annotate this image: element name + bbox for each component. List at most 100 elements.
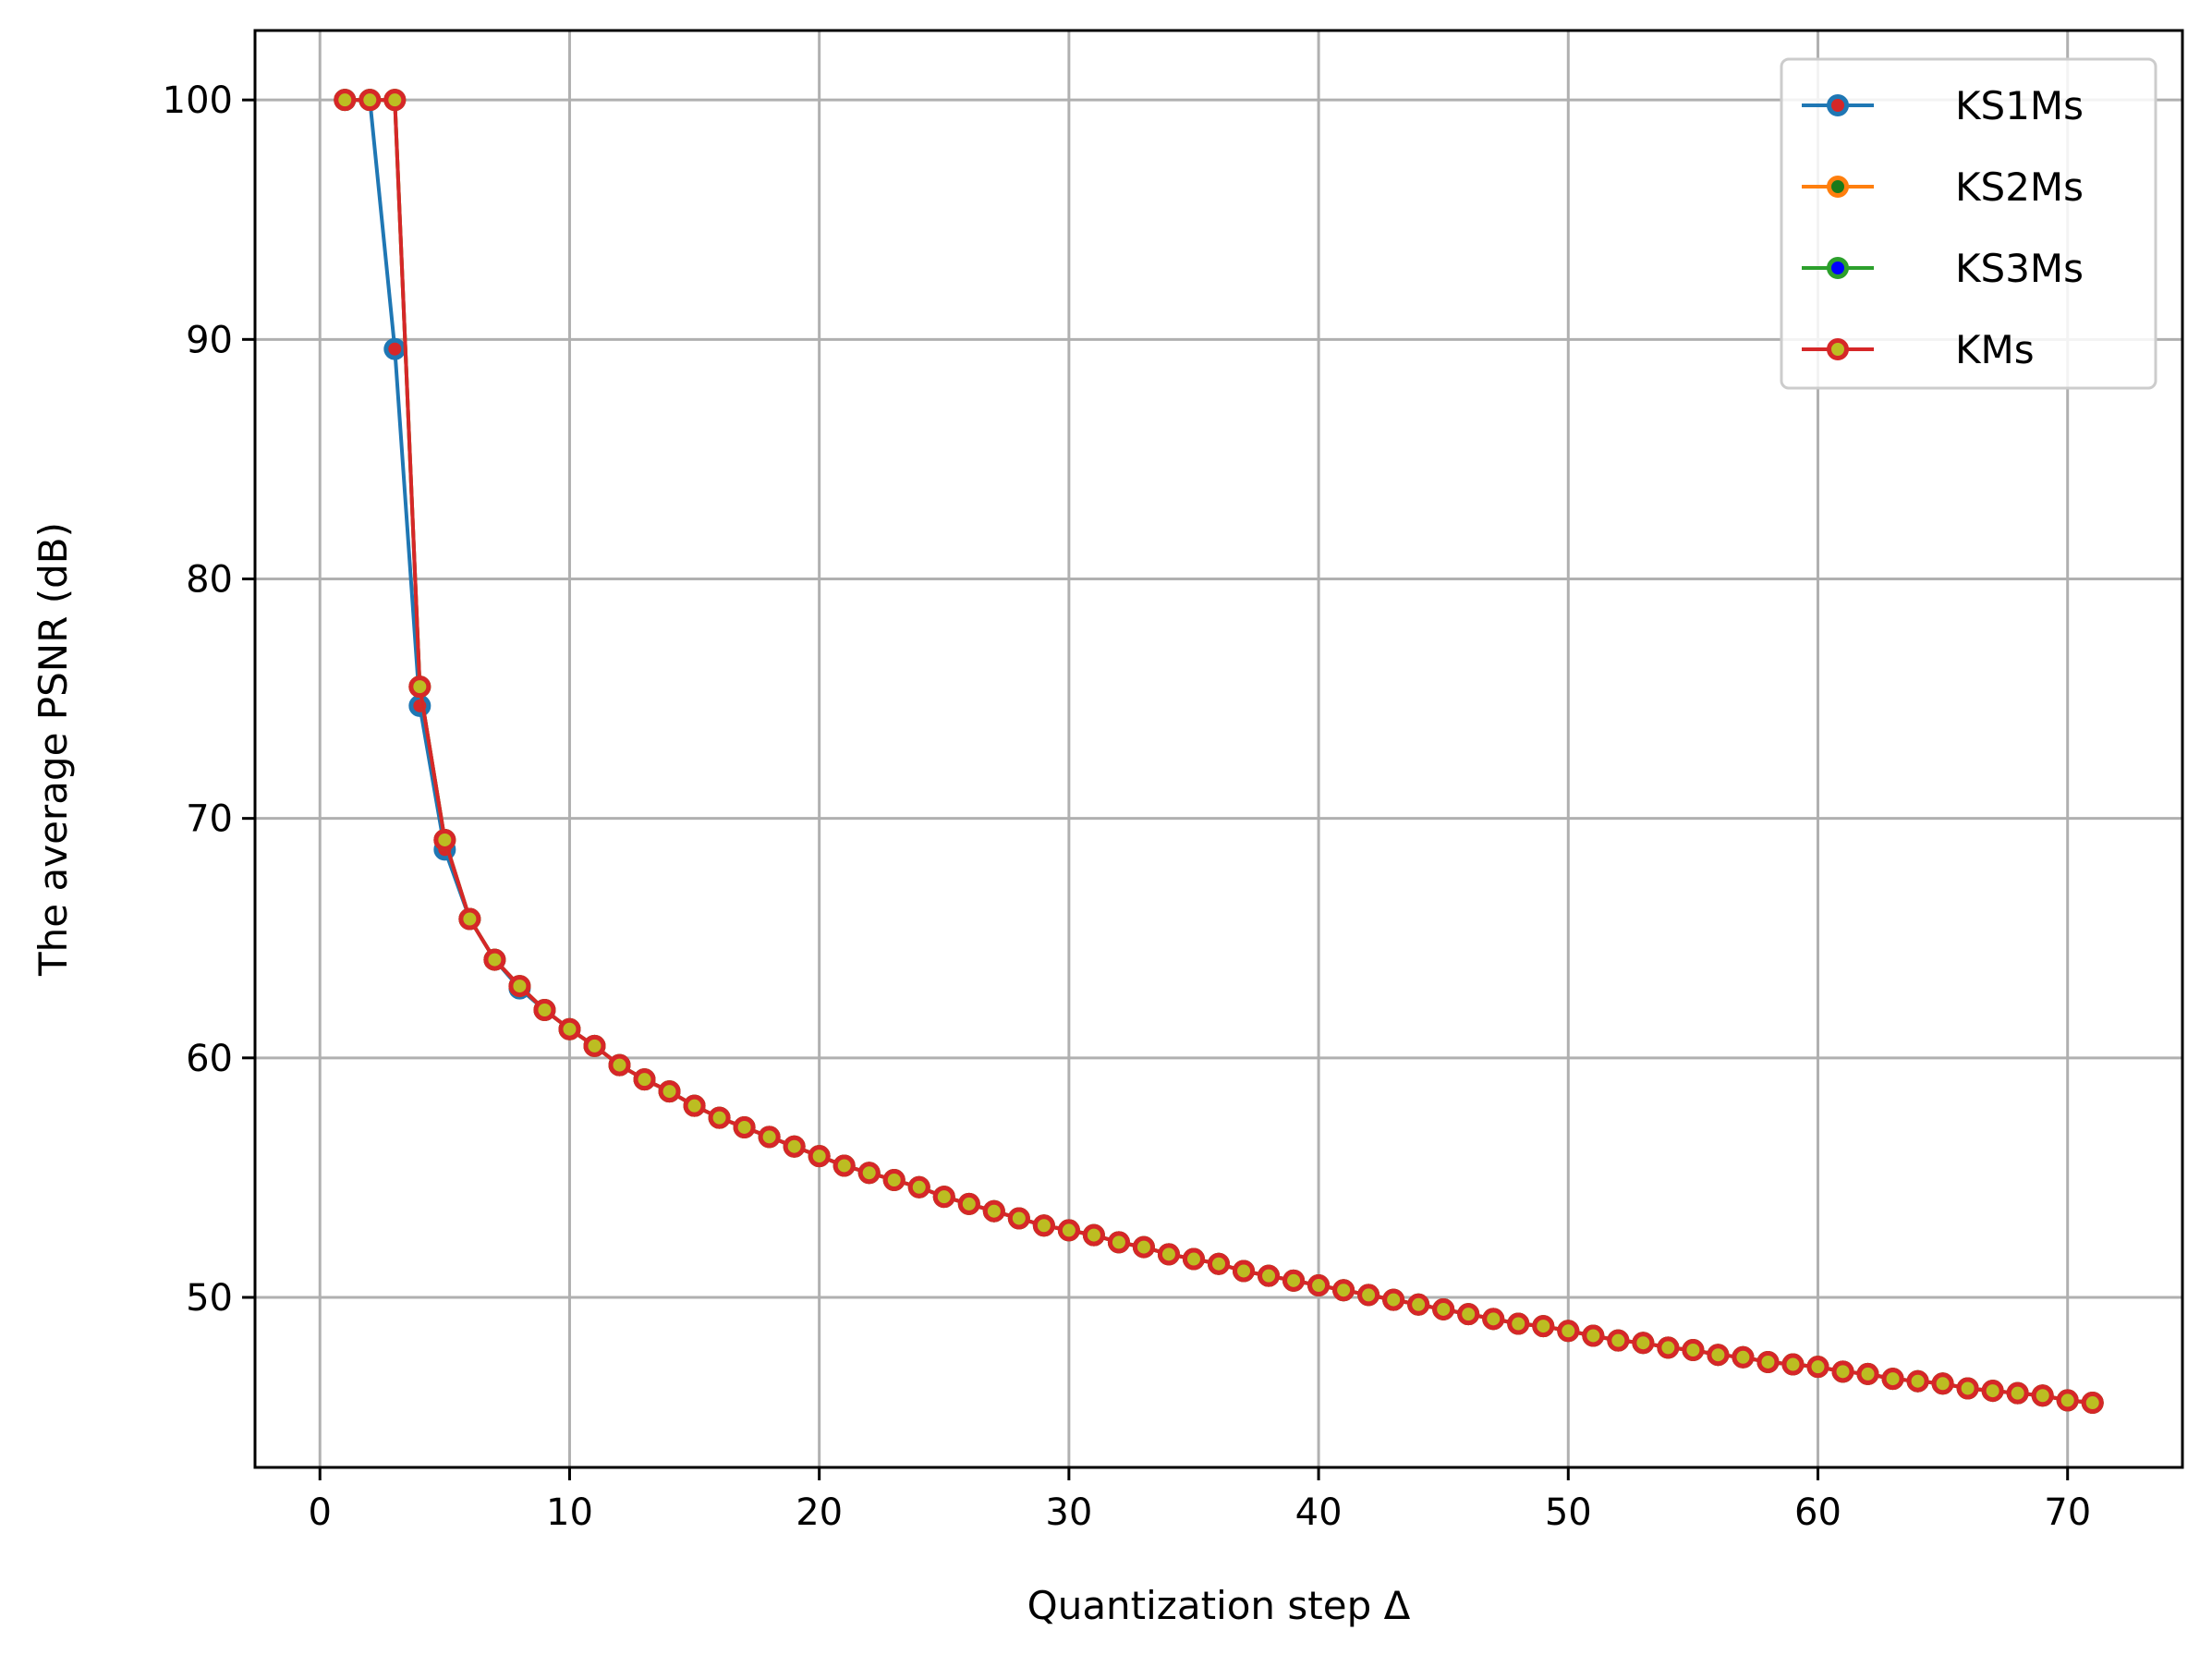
x-tick-label: 10 <box>546 1491 593 1534</box>
data-point <box>1282 1269 1306 1292</box>
legend-marker <box>1827 176 1849 198</box>
data-point <box>1082 1223 1105 1247</box>
data-point <box>833 1154 856 1177</box>
x-tick-label: 70 <box>2044 1491 2091 1534</box>
data-point <box>733 1115 756 1138</box>
data-point <box>608 1053 631 1077</box>
legend-label: KMs <box>1955 327 2035 372</box>
y-tick-label: 80 <box>186 558 233 601</box>
legend-marker <box>1827 94 1849 116</box>
data-point <box>708 1106 731 1129</box>
data-point <box>633 1068 656 1091</box>
data-point <box>1432 1297 1455 1320</box>
data-point <box>408 675 431 699</box>
data-point <box>907 1175 930 1199</box>
legend-item-ks3ms: KS3Ms <box>1802 246 2084 291</box>
x-tick-label: 50 <box>1545 1491 1592 1534</box>
data-point <box>483 948 506 971</box>
series-kms <box>334 89 2104 1415</box>
data-point <box>558 1017 581 1040</box>
plot-frame <box>253 29 2184 1469</box>
data-point <box>1607 1329 1630 1352</box>
data-point <box>1582 1324 1605 1347</box>
data-point <box>1632 1332 1655 1355</box>
data-point <box>383 89 407 112</box>
data-point <box>1332 1279 1355 1302</box>
data-point <box>1357 1284 1380 1307</box>
legend-box <box>1780 57 2157 390</box>
y-tick-label: 60 <box>186 1038 233 1080</box>
legend-label: KS3Ms <box>1955 246 2084 291</box>
data-point <box>508 975 531 998</box>
data-point <box>1856 1362 1879 1385</box>
y-tick-label: 90 <box>186 319 233 361</box>
data-point <box>1956 1377 1979 1400</box>
legend-label: KS2Ms <box>1955 164 2084 210</box>
y-tick-label: 70 <box>186 798 233 841</box>
data-point <box>1532 1315 1555 1338</box>
data-point <box>1806 1356 1829 1379</box>
x-tick-label: 0 <box>309 1491 332 1534</box>
data-point <box>1307 1274 1331 1297</box>
data-point <box>1781 1353 1805 1376</box>
data-point <box>583 1034 606 1057</box>
data-point <box>2031 1384 2054 1407</box>
data-point <box>783 1135 806 1158</box>
data-point <box>683 1094 706 1117</box>
legend-item-kms: KMs <box>1802 327 2035 372</box>
data-point <box>2081 1392 2104 1415</box>
data-point <box>1981 1380 2004 1403</box>
data-point <box>857 1162 881 1185</box>
legend-marker <box>1827 257 1849 279</box>
x-axis-label: Quantization step Δ <box>1027 1583 1411 1628</box>
data-point <box>957 1192 980 1215</box>
data-point <box>882 1169 905 1191</box>
data-point <box>658 1080 681 1103</box>
x-tick-label: 40 <box>1295 1491 1343 1534</box>
data-point <box>1657 1336 1680 1359</box>
y-axis-label: The average PSNR (dB) <box>30 522 76 977</box>
legend-label: KS1Ms <box>1955 83 2084 128</box>
x-tick-label: 20 <box>796 1491 843 1534</box>
data-point <box>1831 1360 1854 1383</box>
data-point <box>1682 1339 1705 1362</box>
data-point <box>359 89 382 112</box>
data-point <box>334 89 357 112</box>
data-point <box>1233 1259 1256 1283</box>
data-point <box>433 828 456 851</box>
data-point <box>2006 1381 2029 1405</box>
data-point <box>758 1126 781 1149</box>
data-point <box>1482 1308 1505 1331</box>
y-tick-label: 50 <box>186 1277 233 1320</box>
data-point <box>1707 1344 1730 1367</box>
ticks: 0 10 20 30 40 50 60 70 50 60 70 80 90 100 <box>163 79 2092 1534</box>
data-point <box>1756 1350 1780 1373</box>
data-point <box>1132 1235 1155 1259</box>
data-point <box>533 998 556 1021</box>
legend-item-ks2ms: KS2Ms <box>1802 164 2084 210</box>
data-point <box>1881 1368 1904 1391</box>
data-point <box>1107 1231 1130 1254</box>
data-point <box>1182 1247 1205 1271</box>
legend-marker <box>1827 338 1849 360</box>
data-point <box>1507 1312 1530 1335</box>
data-point <box>383 337 407 360</box>
data-point <box>1007 1207 1030 1230</box>
legend: KS1Ms KS2Ms KS3Ms KMs <box>1780 57 2157 390</box>
data-point <box>982 1199 1005 1223</box>
data-point <box>1258 1264 1281 1287</box>
data-point <box>1057 1219 1080 1242</box>
data-point <box>2056 1389 2079 1412</box>
y-tick-label: 100 <box>163 79 233 122</box>
data-point <box>1906 1369 1929 1393</box>
data-point <box>408 694 431 717</box>
data-point <box>932 1186 955 1209</box>
data-point <box>1208 1252 1230 1275</box>
data-point <box>1931 1372 1954 1395</box>
data-point <box>1032 1214 1055 1237</box>
data-point <box>1732 1345 1755 1369</box>
legend-item-ks1ms: KS1Ms <box>1802 83 2084 128</box>
data-point <box>1157 1243 1180 1266</box>
data-point <box>1407 1293 1430 1316</box>
